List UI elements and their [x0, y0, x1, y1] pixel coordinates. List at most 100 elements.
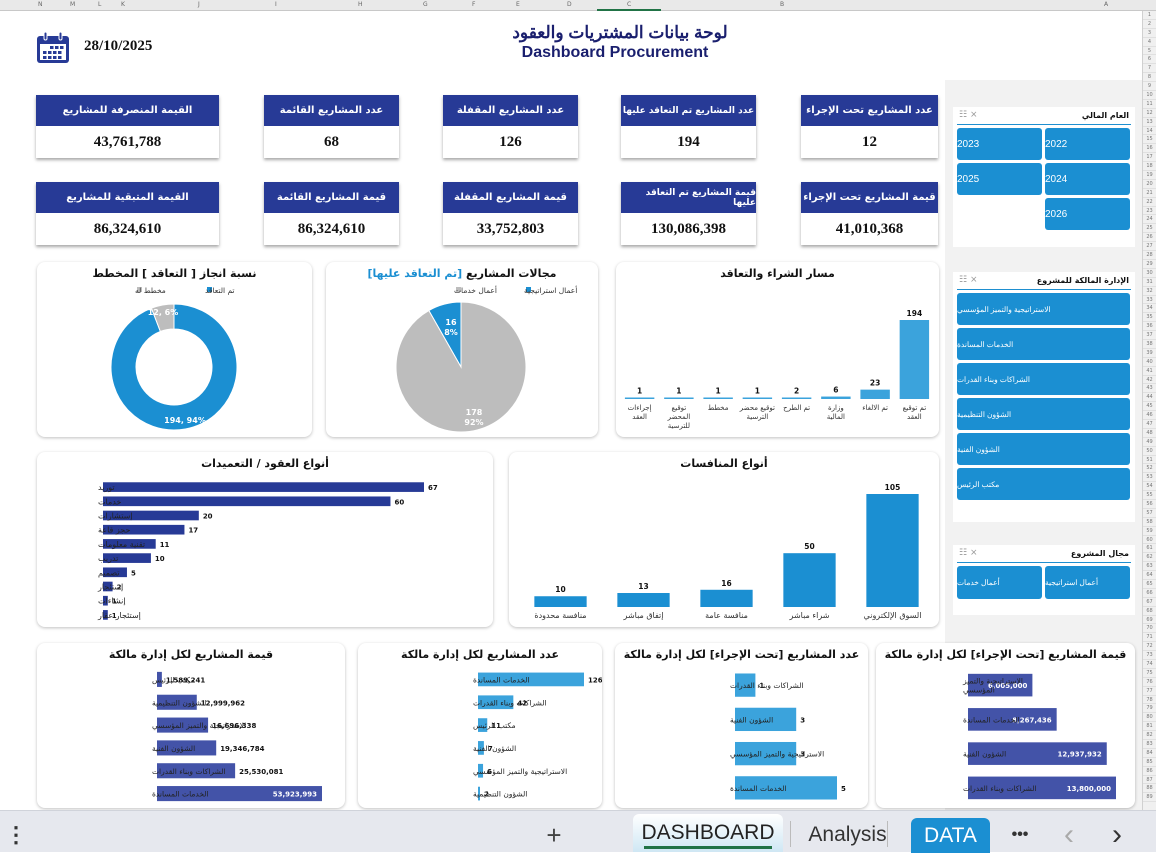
row-header[interactable]: 8 — [1143, 73, 1156, 83]
row-header[interactable]: 5 — [1143, 47, 1156, 56]
col-header[interactable]: N — [38, 1, 43, 8]
row-header[interactable]: 55 — [1143, 491, 1156, 500]
col-header[interactable]: G — [423, 1, 428, 8]
row-header[interactable]: 67 — [1143, 598, 1156, 607]
col-header[interactable]: I — [275, 1, 277, 8]
clear-filter-icon[interactable]: ⨯ — [969, 548, 978, 558]
row-header[interactable]: 54 — [1143, 482, 1156, 492]
row-header[interactable]: 32 — [1143, 287, 1156, 296]
col-header[interactable]: F — [472, 1, 476, 8]
row-header[interactable]: 27 — [1143, 242, 1156, 252]
row-header[interactable]: 75 — [1143, 669, 1156, 678]
row-header[interactable]: 78 — [1143, 696, 1156, 705]
row-header[interactable]: 38 — [1143, 340, 1156, 349]
multi-select-icon[interactable]: ☷ — [959, 548, 968, 558]
row-header[interactable]: 82 — [1143, 731, 1156, 741]
slicer-item-2025[interactable]: 2025 — [957, 163, 1042, 195]
row-header[interactable]: 24 — [1143, 215, 1156, 225]
slicer-item[interactable]: أعمال استراتيجية — [1045, 566, 1130, 599]
row-header[interactable]: 86 — [1143, 767, 1156, 776]
row-header[interactable]: 57 — [1143, 509, 1156, 518]
row-header[interactable]: 58 — [1143, 518, 1156, 527]
slicer-item[interactable]: الخدمات المساندة — [957, 328, 1130, 360]
row-header[interactable]: 31 — [1143, 278, 1156, 287]
row-header[interactable]: 3 — [1143, 29, 1156, 38]
row-header[interactable]: 71 — [1143, 633, 1156, 643]
row-header[interactable]: 51 — [1143, 456, 1156, 465]
more-sheets-button[interactable]: ••• — [1011, 826, 1029, 843]
col-header[interactable]: L — [98, 1, 102, 8]
row-header[interactable]: 84 — [1143, 749, 1156, 758]
tab-analysis[interactable]: Analysis — [808, 823, 887, 846]
slicer-item-2023[interactable]: 2023 — [957, 128, 1042, 160]
multi-select-icon[interactable]: ☷ — [959, 275, 968, 285]
row-header[interactable]: 42 — [1143, 376, 1156, 385]
row-header[interactable]: 48 — [1143, 429, 1156, 438]
row-header[interactable]: 41 — [1143, 367, 1156, 376]
row-header[interactable]: 9 — [1143, 82, 1156, 92]
row-header[interactable]: 76 — [1143, 678, 1156, 687]
slicer-item[interactable]: الاستراتيجية والتميز المؤسسي — [957, 293, 1130, 325]
row-header[interactable]: 26 — [1143, 233, 1156, 243]
row-header[interactable]: 69 — [1143, 616, 1156, 625]
row-header[interactable]: 4 — [1143, 38, 1156, 47]
clear-filter-icon[interactable]: ⨯ — [969, 110, 978, 120]
row-header[interactable]: 53 — [1143, 473, 1156, 483]
row-header[interactable]: 36 — [1143, 322, 1156, 332]
slicer-item-2026[interactable]: 2026 — [1045, 198, 1130, 230]
row-header[interactable]: 18 — [1143, 162, 1156, 172]
row-header[interactable]: 60 — [1143, 536, 1156, 545]
slicer-item[interactable]: مكتب الرئيس — [957, 468, 1130, 500]
row-header[interactable]: 74 — [1143, 660, 1156, 669]
clear-filter-icon[interactable]: ⨯ — [969, 275, 978, 285]
col-header[interactable]: E — [516, 1, 520, 8]
row-header[interactable]: 33 — [1143, 296, 1156, 305]
multi-select-icon[interactable]: ☷ — [959, 110, 968, 120]
row-header[interactable]: 68 — [1143, 607, 1156, 616]
row-header[interactable]: 7 — [1143, 64, 1156, 74]
row-header[interactable]: 44 — [1143, 393, 1156, 403]
row-header[interactable]: 13 — [1143, 118, 1156, 127]
row-header[interactable]: 70 — [1143, 624, 1156, 634]
row-header[interactable]: 64 — [1143, 571, 1156, 580]
row-header[interactable]: 79 — [1143, 704, 1156, 714]
row-header[interactable]: 87 — [1143, 776, 1156, 785]
row-header[interactable]: 34 — [1143, 304, 1156, 314]
row-header[interactable]: 20 — [1143, 180, 1156, 189]
slicer-item-2022[interactable]: 2022 — [1045, 128, 1130, 160]
col-header[interactable]: B — [780, 1, 785, 8]
add-sheet-button[interactable]: + — [546, 819, 562, 850]
row-header[interactable]: 63 — [1143, 562, 1156, 572]
slicer-item-2024[interactable]: 2024 — [1045, 163, 1130, 195]
row-header[interactable]: 10 — [1143, 91, 1156, 100]
col-header[interactable]: H — [358, 1, 363, 8]
row-header[interactable]: 85 — [1143, 758, 1156, 767]
row-header[interactable]: 77 — [1143, 687, 1156, 696]
row-header[interactable]: 30 — [1143, 269, 1156, 278]
row-header[interactable]: 40 — [1143, 358, 1156, 367]
row-header[interactable]: 12 — [1143, 109, 1156, 118]
row-header[interactable]: 14 — [1143, 127, 1156, 136]
row-header[interactable]: 2 — [1143, 20, 1156, 29]
row-header[interactable]: 35 — [1143, 313, 1156, 323]
tab-data[interactable]: DATA — [911, 818, 990, 853]
tab-dashboard[interactable]: DASHBOARD — [633, 814, 783, 852]
row-header[interactable]: 39 — [1143, 349, 1156, 358]
row-header[interactable]: 73 — [1143, 651, 1156, 661]
row-header[interactable]: 29 — [1143, 260, 1156, 269]
row-header[interactable]: 52 — [1143, 464, 1156, 474]
row-header[interactable]: 88 — [1143, 784, 1156, 794]
row-header[interactable]: 11 — [1143, 100, 1156, 109]
row-header[interactable]: 83 — [1143, 740, 1156, 749]
row-header[interactable]: 37 — [1143, 331, 1156, 340]
scroll-tabs-right-button[interactable]: › — [1112, 818, 1122, 851]
row-header[interactable]: 66 — [1143, 589, 1156, 598]
row-header[interactable]: 89 — [1143, 793, 1156, 803]
slicer-item[interactable]: الشؤون التنظيمية — [957, 398, 1130, 430]
row-header[interactable]: 17 — [1143, 153, 1156, 163]
slicer-item[interactable]: الشراكات وبناء القدرات — [957, 363, 1130, 395]
row-header[interactable]: 28 — [1143, 251, 1156, 260]
col-header[interactable]: M — [70, 1, 76, 8]
row-header[interactable]: 45 — [1143, 402, 1156, 412]
row-header[interactable]: 23 — [1143, 207, 1156, 216]
